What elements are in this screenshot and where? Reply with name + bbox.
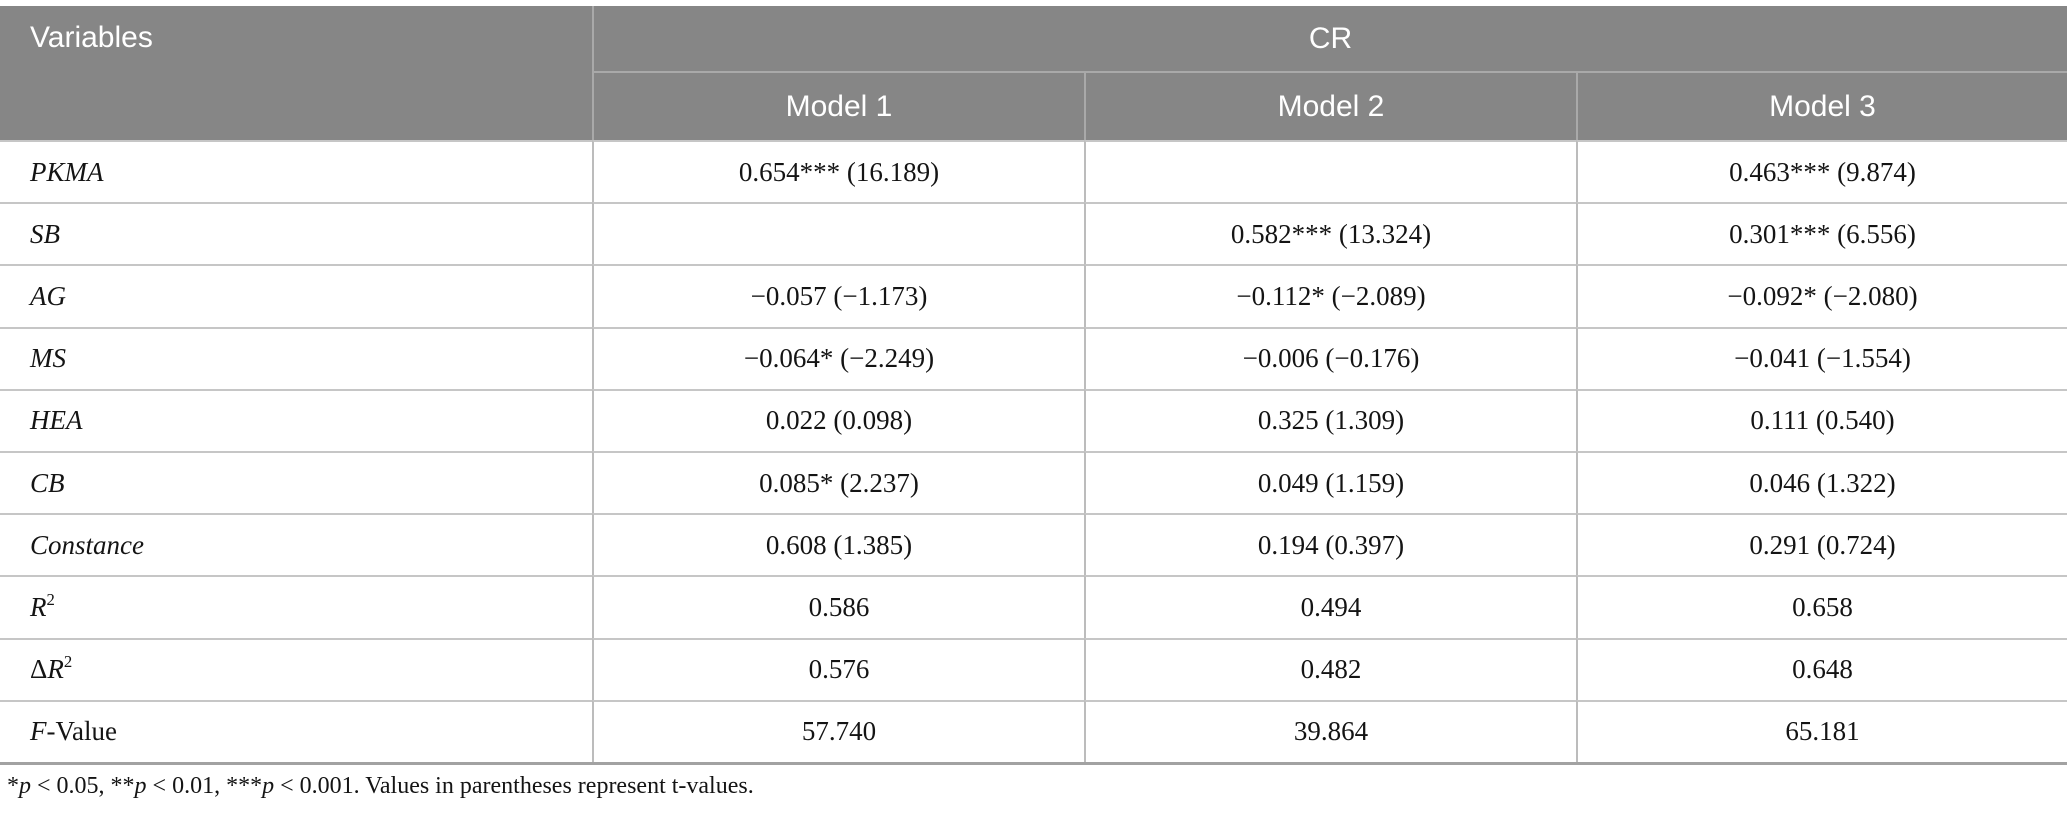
table-cell: 0.658	[1576, 575, 2067, 638]
table-cell: 0.586	[592, 575, 1084, 638]
table-cell: 0.494	[1084, 575, 1576, 638]
table-cell: 0.111 (0.540)	[1576, 388, 2067, 451]
table-cell: 0.049 (1.159)	[1084, 450, 1576, 514]
table-cell: −0.057 (−1.173)	[592, 264, 1084, 327]
model-3-header-cell: Model 3	[1576, 73, 2067, 140]
table-cell: 0.022 (0.098)	[592, 388, 1084, 451]
table-cell: 57.740	[592, 699, 1084, 762]
table-cell: 0.576	[592, 637, 1084, 700]
table-cell: −0.092* (−2.080)	[1576, 264, 2067, 327]
row-label-f-value: F -Value	[0, 699, 592, 762]
table-cell: 39.864	[1084, 699, 1576, 762]
cr-group-header-cell: CR	[592, 6, 2067, 73]
row-label-ms: MS	[0, 326, 592, 389]
table-cell	[1084, 140, 1576, 203]
variables-header-cell: Variables	[0, 6, 592, 140]
table-cell: 0.648	[1576, 637, 2067, 700]
table-cell: 0.291 (0.724)	[1576, 513, 2067, 576]
table-cell: 0.325 (1.309)	[1084, 388, 1576, 451]
model-2-header-cell: Model 2	[1084, 73, 1576, 140]
table-cell: 0.482	[1084, 637, 1576, 700]
table-cell: −0.064* (−2.249)	[592, 326, 1084, 389]
row-label-cb: CB	[0, 450, 592, 514]
row-label-ag: AG	[0, 264, 592, 327]
row-label-pkma: PKMA	[0, 140, 592, 203]
table-cell: 0.582*** (13.324)	[1084, 202, 1576, 265]
table-cell: −0.112* (−2.089)	[1084, 264, 1576, 327]
model-1-header-cell: Model 1	[592, 73, 1084, 140]
row-label-constance: Constance	[0, 513, 592, 576]
table-cell	[592, 202, 1084, 265]
table-cell: 0.463*** (9.874)	[1576, 140, 2067, 203]
table-cell: 0.085* (2.237)	[592, 450, 1084, 514]
table-cell: 65.181	[1576, 699, 2067, 762]
regression-results-table: Variables CR Model 1 Model 2 Model 3 PKM…	[0, 6, 2067, 765]
table-cell: 0.654*** (16.189)	[592, 140, 1084, 203]
row-label-hea: HEA	[0, 388, 592, 451]
table-cell: 0.608 (1.385)	[592, 513, 1084, 576]
row-label-sb: SB	[0, 202, 592, 265]
table-cell: −0.006 (−0.176)	[1084, 326, 1576, 389]
table-footnote: *p < 0.05, **p < 0.01, ***p < 0.001. Val…	[7, 773, 754, 799]
table-cell: 0.301*** (6.556)	[1576, 202, 2067, 265]
table-cell: 0.194 (0.397)	[1084, 513, 1576, 576]
table-cell: −0.041 (−1.554)	[1576, 326, 2067, 389]
table-cell: 0.046 (1.322)	[1576, 450, 2067, 514]
